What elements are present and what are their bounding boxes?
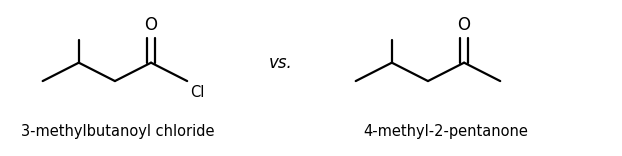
Text: 4-methyl-2-pentanone: 4-methyl-2-pentanone <box>364 124 529 139</box>
Text: vs.: vs. <box>269 54 292 72</box>
Text: O: O <box>144 16 157 34</box>
Text: O: O <box>458 16 471 34</box>
Text: 3-methylbutanoyl chloride: 3-methylbutanoyl chloride <box>21 124 215 139</box>
Text: Cl: Cl <box>190 85 205 100</box>
